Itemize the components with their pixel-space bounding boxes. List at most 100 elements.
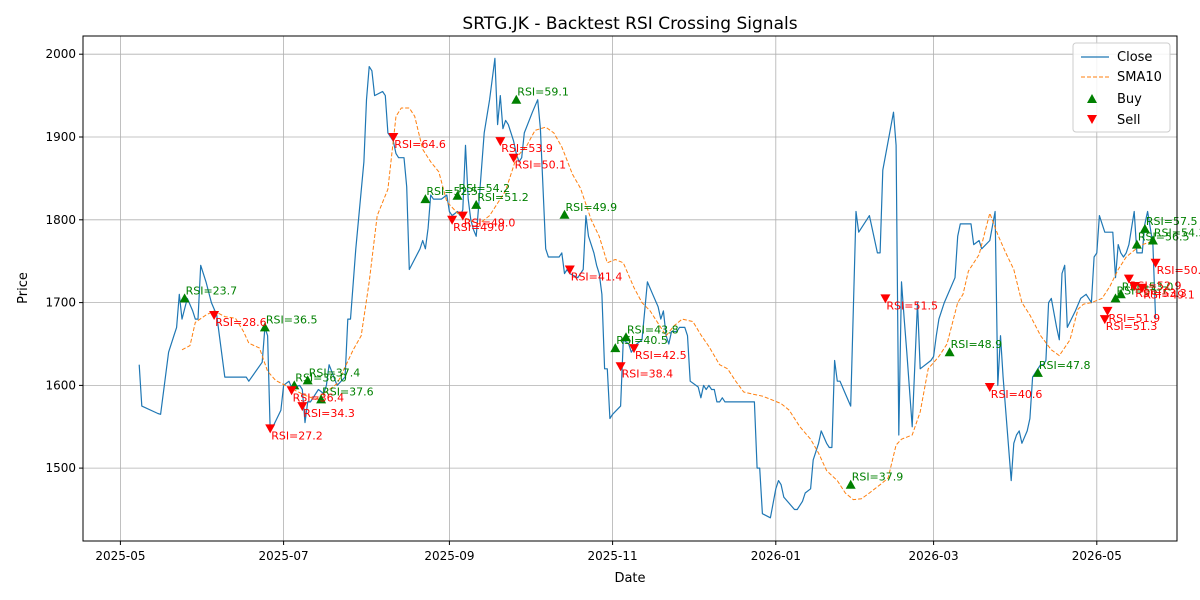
axis-ticks: 1500 1600 1700 1800 1900 2000 2025-05 2025-07 20… bbox=[45, 47, 1121, 563]
sell-signal-marker bbox=[457, 211, 468, 221]
plot-frame bbox=[82, 35, 1178, 542]
buy-signal-marker bbox=[471, 199, 482, 209]
buy-signal-marker bbox=[316, 394, 327, 404]
sell-signal-marker bbox=[1099, 315, 1110, 325]
buy-rsi-label: RSI=40.5 bbox=[616, 334, 668, 347]
close-price-line bbox=[138, 57, 1157, 519]
legend-sell-label: Sell bbox=[1117, 113, 1140, 128]
sma10-line bbox=[181, 107, 1154, 501]
sell-rsi-label: RSI=50.1 bbox=[515, 159, 567, 172]
sell-rsi-label: RSI=34.3 bbox=[303, 407, 355, 420]
sell-signal-marker bbox=[1137, 283, 1148, 293]
sell-signal-marker bbox=[564, 265, 575, 275]
legend-buy-label: Buy bbox=[1117, 92, 1142, 107]
y-tick-label: 1600 bbox=[45, 378, 76, 392]
sell-signal-marker bbox=[1150, 258, 1161, 268]
buy-signal-marker bbox=[259, 322, 270, 332]
sell-signal-marker bbox=[508, 153, 519, 163]
x-tick-label: 2025-11 bbox=[588, 549, 638, 563]
sell-signal-marker bbox=[1123, 274, 1134, 284]
sell-rsi-label: RSI=50.8 bbox=[1157, 264, 1200, 277]
buy-signal-marker bbox=[1147, 235, 1158, 245]
buy-rsi-label: RSI=57.5 bbox=[1146, 215, 1198, 228]
y-tick-label: 1900 bbox=[45, 130, 76, 144]
y-tick-label: 1800 bbox=[45, 213, 76, 227]
grid bbox=[83, 36, 1177, 541]
buy-signal-marker bbox=[621, 332, 631, 342]
sell-signal-marker bbox=[629, 344, 639, 354]
signal-layer: RSI=23.7RSI=36.5RSI=36.0RSI=37.4RSI=37.6… bbox=[179, 86, 1200, 489]
buy-rsi-label: RSI=23.7 bbox=[186, 284, 238, 297]
x-tick-label: 2026-05 bbox=[1072, 549, 1122, 563]
x-tick-label: 2026-01 bbox=[751, 549, 801, 563]
buy-rsi-label: RSI=51.2 bbox=[477, 191, 529, 204]
sell-rsi-label: RSI=49.0 bbox=[453, 221, 505, 234]
sell-rsi-label: RSI=40.6 bbox=[991, 388, 1043, 401]
sell-rsi-label: RSI=51.3 bbox=[1106, 320, 1158, 333]
buy-signal-marker bbox=[302, 375, 313, 385]
x-axis-label: Date bbox=[614, 571, 645, 586]
sell-rsi-label: RSI=36.4 bbox=[293, 391, 345, 404]
buy-rsi-label: RSI=48.9 bbox=[951, 338, 1003, 351]
legend-buy-marker bbox=[1087, 94, 1097, 103]
buy-rsi-label: RSI=59.1 bbox=[517, 86, 569, 99]
sell-rsi-label: RSI=49.0 bbox=[464, 217, 516, 230]
buy-signal-marker bbox=[559, 209, 570, 219]
buy-rsi-label: RSI=52.5 bbox=[426, 185, 478, 198]
sell-rsi-label: RSI=51.5 bbox=[886, 299, 938, 312]
x-tick-label: 2025-05 bbox=[95, 549, 145, 563]
buy-signal-marker bbox=[1131, 239, 1142, 249]
buy-rsi-label: RSI=49.9 bbox=[566, 201, 618, 214]
sell-signal-marker bbox=[880, 294, 891, 304]
legend-close-label: Close bbox=[1117, 50, 1152, 65]
sell-rsi-label: RSI=28.6 bbox=[215, 316, 267, 329]
chart-title: SRTG.JK - Backtest RSI Crossing Signals bbox=[462, 14, 797, 34]
sell-rsi-label: RSI=27.2 bbox=[271, 429, 323, 442]
buy-rsi-label: RSI=47.8 bbox=[1039, 359, 1091, 372]
sell-rsi-label: RSI=38.4 bbox=[622, 367, 674, 380]
sell-signal-marker bbox=[984, 383, 995, 392]
sell-rsi-label: RSI=49.1 bbox=[1143, 289, 1195, 302]
sell-signal-marker bbox=[1102, 306, 1113, 316]
buy-rsi-label: RSI=37.9 bbox=[852, 471, 904, 484]
sell-rsi-label: RSI=53.3 bbox=[1135, 287, 1187, 300]
buy-rsi-label: RSI=36.5 bbox=[266, 313, 318, 326]
legend-sma-label: SMA10 bbox=[1117, 70, 1162, 85]
sell-signal-marker bbox=[1129, 282, 1140, 291]
sell-rsi-label: RSI=41.4 bbox=[571, 271, 623, 284]
x-tick-label: 2025-07 bbox=[259, 549, 309, 563]
buy-signal-marker bbox=[179, 293, 190, 303]
buy-signal-marker bbox=[1032, 367, 1043, 377]
buy-rsi-label: RSI=54.2 bbox=[459, 182, 511, 195]
buy-signal-marker bbox=[845, 479, 856, 489]
y-tick-label: 2000 bbox=[45, 47, 76, 61]
sell-rsi-label: RSI=51.9 bbox=[1109, 312, 1161, 325]
sell-signal-marker bbox=[615, 362, 626, 372]
y-axis-label: Price bbox=[16, 272, 31, 304]
legend-box bbox=[1072, 42, 1171, 133]
buy-signal-marker bbox=[452, 190, 463, 200]
buy-signal-marker bbox=[1139, 223, 1150, 233]
buy-signal-marker bbox=[1110, 293, 1121, 303]
sell-signal-marker bbox=[286, 386, 297, 396]
buy-signal-marker bbox=[610, 343, 621, 353]
x-tick-label: 2025-09 bbox=[424, 549, 474, 563]
legend-sell-marker bbox=[1087, 115, 1097, 124]
sell-signal-marker bbox=[447, 215, 458, 225]
sell-rsi-label: RSI=42.5 bbox=[635, 349, 687, 362]
buy-rsi-label: RSI=37.6 bbox=[322, 385, 374, 398]
buy-rsi-label: RSI=43.8 bbox=[627, 323, 679, 336]
buy-rsi-label: RSI=37.4 bbox=[309, 366, 361, 379]
sell-signal-marker bbox=[297, 402, 308, 412]
sell-rsi-label: RSI=64.6 bbox=[394, 138, 446, 151]
sell-signal-marker bbox=[388, 133, 399, 142]
sell-signal-marker bbox=[265, 424, 276, 434]
y-tick-label: 1700 bbox=[45, 296, 76, 310]
buy-signal-marker bbox=[1115, 289, 1126, 299]
sell-signal-marker bbox=[209, 311, 220, 320]
series-layer bbox=[138, 57, 1157, 519]
legend: Close SMA10 Buy Sell bbox=[1072, 42, 1171, 133]
sell-signal-marker bbox=[495, 137, 506, 147]
buy-signal-marker bbox=[420, 194, 431, 204]
y-tick-label: 1500 bbox=[45, 461, 76, 475]
